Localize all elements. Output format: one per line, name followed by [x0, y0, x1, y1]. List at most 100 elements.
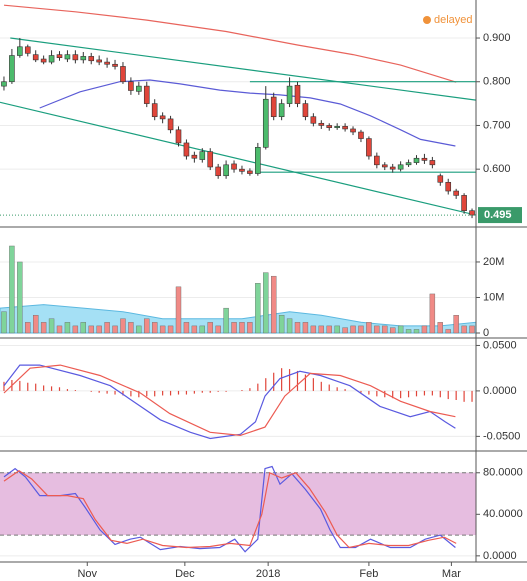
status-label: delayed [434, 14, 473, 26]
candle-body [207, 151, 214, 168]
candle-body [350, 128, 356, 133]
volume-bar [72, 325, 79, 334]
volume-bar [64, 322, 71, 334]
volume-bar [294, 322, 301, 334]
volume-bar [286, 318, 293, 334]
volume-bar [136, 325, 142, 334]
volume-bar [56, 325, 63, 334]
y-tick-label: 0.0000 [483, 550, 517, 562]
candle-body [342, 126, 348, 130]
volume-bar [421, 325, 428, 334]
volume-bar [9, 245, 15, 334]
volume-bar [48, 318, 55, 334]
y-tick-label: 80.0000 [483, 467, 523, 479]
volume-bar [413, 329, 420, 334]
volume-bar [429, 293, 436, 334]
y-tick-label: 20M [483, 256, 504, 268]
candle-body [461, 195, 467, 212]
volume-bar [461, 325, 467, 334]
trend-line [0, 101, 476, 216]
x-tick-label: Dec [175, 568, 195, 580]
volume-bar [350, 325, 356, 334]
candle-body [9, 55, 15, 83]
candle-body [17, 46, 23, 56]
candle-body [40, 58, 47, 63]
volume-bar [183, 322, 190, 334]
candle-body [143, 85, 150, 104]
candle-body [80, 56, 87, 61]
volume-bar [144, 318, 150, 334]
candle-body [191, 154, 198, 159]
candle-body [48, 55, 55, 63]
volume-bar [405, 329, 412, 334]
candle-body [389, 166, 396, 170]
volume-bar [397, 325, 404, 334]
volume-bar [215, 325, 221, 334]
volume-bar [278, 315, 285, 334]
candle-body [247, 170, 253, 174]
x-tick-label: Feb [359, 568, 378, 580]
candle-body [88, 56, 95, 62]
candle-body [215, 166, 221, 177]
y-tick-label: 0.0000 [483, 385, 517, 397]
moving-average [39, 79, 456, 147]
volume-bar [334, 325, 340, 334]
candle-body [72, 54, 79, 61]
y-tick-label: 10M [483, 291, 504, 303]
candle-body [374, 155, 380, 166]
volume-bar [167, 325, 174, 334]
volume-bar [271, 275, 277, 334]
band [0, 472, 476, 536]
candle-body [318, 122, 325, 126]
candle-body [239, 168, 245, 172]
volume-bar [191, 325, 198, 334]
volume-bar [151, 322, 158, 334]
panels: 0.600 0.700 0.800 0.900 0 10M 20M -0.0500 0.0000… [0, 4, 523, 580]
volume-bar [80, 322, 87, 334]
y-tick-label: 0.900 [483, 32, 511, 44]
last-price-label: 0.495 [484, 209, 512, 221]
indicator-line [3, 364, 456, 437]
moving-average [3, 4, 457, 83]
candle-body [334, 126, 340, 128]
volume-bar [88, 325, 94, 334]
candle-body [167, 118, 174, 131]
volume-bar [40, 322, 47, 334]
volume-bar [207, 322, 213, 334]
y-tick-label: 0.800 [483, 76, 511, 88]
volume-bar [199, 325, 206, 334]
volume-bar [239, 322, 245, 334]
candle-body [56, 54, 63, 59]
candle-body [223, 164, 229, 177]
volume-bar [25, 322, 31, 334]
last-price-box [478, 207, 522, 224]
volume-average [0, 304, 477, 334]
candle-body [175, 129, 182, 144]
volume-bar [96, 325, 102, 334]
candle-body [255, 147, 261, 174]
candle-body [366, 138, 372, 157]
volume-bar [437, 322, 443, 334]
volume-bar [358, 325, 364, 334]
status-dot [423, 16, 431, 24]
candle-body [429, 160, 436, 166]
candle-body [397, 164, 404, 170]
candle-body [294, 84, 301, 104]
volume-bar [342, 327, 348, 334]
candle-body [413, 157, 420, 163]
candle-body [128, 81, 134, 91]
candle-body [358, 131, 364, 139]
volume-bar [326, 325, 332, 334]
candle-body [24, 46, 31, 54]
volume-bar [310, 325, 317, 334]
candle-body [421, 157, 428, 161]
candle-body [136, 85, 142, 92]
candle-body [183, 142, 190, 157]
candle-body [326, 125, 333, 128]
volume-bar [263, 272, 269, 334]
candle-body [64, 54, 71, 60]
candle-body [302, 103, 309, 118]
volume-bar [175, 286, 182, 334]
trend-line [10, 37, 476, 101]
